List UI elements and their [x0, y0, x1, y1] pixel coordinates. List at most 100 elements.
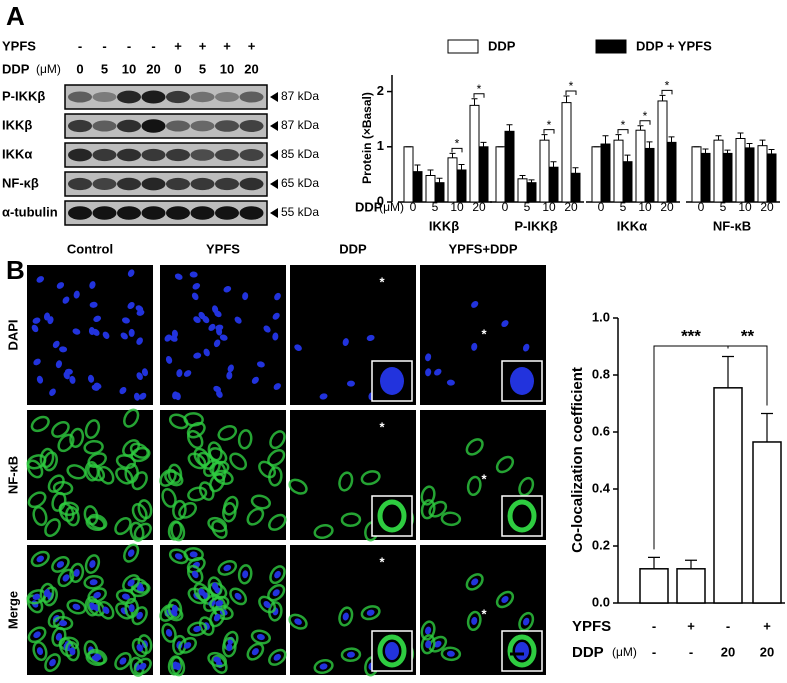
blot-band [239, 91, 264, 103]
nucleus [89, 560, 96, 568]
x-tick-label: 5 [432, 200, 439, 214]
nucleus [62, 296, 70, 304]
blot-band [117, 206, 141, 220]
sig-bracket [617, 129, 629, 134]
nucleus [346, 651, 355, 658]
nucleus [55, 360, 63, 369]
kda-label: 87 kDa [281, 118, 319, 132]
cell [30, 550, 50, 568]
x-tick-label: 20 [760, 200, 774, 214]
inset-cell [380, 367, 404, 395]
ypfs-sign: + [248, 38, 256, 53]
x-tick-label: 20 [472, 200, 486, 214]
kda-label: 87 kDa [281, 89, 319, 103]
cell [222, 637, 237, 658]
nucleus [69, 375, 76, 384]
cell [466, 475, 482, 497]
nucleus [213, 385, 222, 393]
ypfs-sign: - [78, 38, 82, 53]
cell [87, 648, 108, 665]
blot-band [190, 120, 215, 132]
cell [30, 415, 50, 433]
nucleus [272, 589, 280, 597]
ypfs-sign: - [127, 38, 131, 53]
sig-star: * [455, 137, 460, 151]
nucleus [223, 286, 232, 293]
ypfs-sign: + [174, 38, 182, 53]
error-bar [637, 125, 644, 131]
row-label: Merge [5, 591, 20, 629]
cell [207, 651, 228, 668]
nucleus [251, 648, 259, 656]
blot-band [117, 177, 141, 191]
bar [635, 129, 646, 203]
x-tick-label: 0 [698, 200, 705, 214]
y-tick-label: 0.0 [592, 594, 610, 609]
cell [207, 516, 228, 533]
nucleus [32, 317, 41, 324]
nucleus [434, 368, 442, 376]
bar [735, 138, 746, 203]
nucleus [121, 317, 130, 324]
marker: * [379, 419, 385, 434]
cell [58, 637, 75, 658]
cell [288, 613, 308, 630]
cell [87, 452, 107, 469]
nucleus [242, 292, 249, 301]
nucleus [208, 323, 216, 331]
blot-band [117, 119, 141, 133]
error-bar [715, 135, 722, 141]
cell [267, 449, 286, 467]
nucleus [263, 325, 271, 333]
blot-band [141, 206, 166, 220]
cell [440, 511, 462, 527]
nucleus [189, 551, 198, 558]
cell [83, 439, 104, 455]
cell [168, 548, 189, 565]
error-bar [506, 124, 513, 132]
cell [133, 657, 152, 675]
y-tick-label: 0.6 [592, 423, 610, 438]
x-tick-label: 0 [502, 200, 509, 214]
nucleus [136, 337, 143, 345]
bar [644, 147, 655, 203]
nucleus [171, 329, 178, 338]
cell [161, 622, 177, 643]
x-tick-label: 10 [738, 200, 752, 214]
group-label: IKKβ [429, 218, 459, 233]
cell [269, 430, 286, 450]
cell [268, 466, 283, 487]
blot-band [117, 90, 141, 104]
cell [131, 471, 148, 491]
error-bar [761, 412, 773, 442]
nucleus [165, 629, 173, 637]
nucleus [471, 342, 478, 351]
cell [114, 517, 132, 536]
cell [97, 600, 115, 620]
error-bar [458, 163, 465, 170]
marker: * [481, 606, 487, 621]
bar [713, 139, 724, 203]
nucleus [213, 339, 221, 348]
nucleus [165, 356, 173, 364]
error-bar [519, 174, 526, 179]
error-bar [685, 559, 697, 569]
cell [66, 464, 87, 480]
cell [340, 647, 362, 662]
ypfs-sign: + [199, 38, 207, 53]
cell [246, 642, 265, 661]
nucleus [425, 353, 432, 362]
bar [403, 146, 414, 203]
dose-label: 20 [146, 61, 160, 76]
nucleus [49, 388, 56, 396]
y-tick-label: 0.2 [592, 537, 610, 552]
cell [58, 502, 75, 523]
y-tick-label: 0.8 [592, 366, 610, 381]
y-tick-label: 2 [377, 83, 384, 98]
blot-band [141, 90, 166, 104]
nucleus [203, 348, 210, 357]
ypfs-sign: + [223, 38, 231, 53]
cell [495, 590, 515, 609]
sig-stars: ** [741, 326, 755, 345]
legend-label: DDP [488, 38, 516, 53]
